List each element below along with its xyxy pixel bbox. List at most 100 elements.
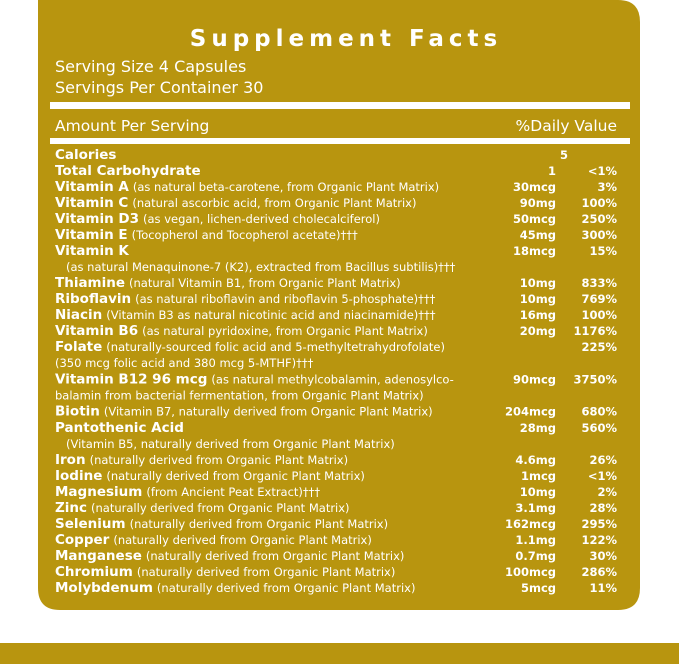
nutrient-name: Vitamin C — [55, 195, 128, 211]
nutrient-name: Total Carbohydrate — [55, 163, 201, 179]
nutrient-name: Niacin — [55, 307, 102, 323]
amount: 90mg — [520, 196, 556, 210]
daily-value: 122% — [581, 533, 617, 547]
nutrient-row: Vitamin D3 (as vegan, lichen-derived chol… — [55, 211, 380, 227]
nutrient-name: Molybdenum — [55, 580, 153, 596]
nutrient-row: Iron (naturally derived from Organic Plan… — [55, 452, 348, 468]
nutrient-name: Iodine — [55, 468, 102, 484]
amount: 10mg — [520, 276, 556, 290]
nutrient-row: Vitamin B12 96 mcg (as natural methylcoba… — [55, 372, 454, 388]
amount: 1mcg — [521, 469, 556, 483]
amount: 10mg — [520, 485, 556, 499]
daily-value: 2% — [597, 485, 617, 499]
daily-value: 11% — [589, 581, 617, 595]
nutrient-name: Pantothenic Acid — [55, 420, 184, 436]
nutrient-desc: (naturally derived from Organic Plant Ma… — [137, 565, 396, 579]
nutrient-name: Manganese — [55, 548, 142, 564]
nutrient-row: Copper (naturally derived from Organic Pl… — [55, 532, 372, 548]
daily-value: 15% — [589, 244, 617, 258]
nutrient-name: Iron — [55, 452, 86, 468]
nutrient-name: Chromium — [55, 564, 133, 580]
amount: 0.7mg — [515, 549, 556, 563]
daily-value: <1% — [588, 164, 618, 178]
nutrient-desc: (naturally derived from Organic Plant Ma… — [91, 501, 350, 515]
daily-value: 3% — [597, 180, 617, 194]
nutrient-desc: (Vitamin B7, naturally derived from Orga… — [104, 405, 433, 419]
divider — [50, 138, 630, 144]
nutrient-row: Vitamin A (as natural beta-carotene, from… — [55, 179, 439, 195]
nutrient-desc: (as natural beta-carotene, from Organic … — [133, 180, 439, 194]
nutrient-desc-cont: (as natural Menaquinone-7 (K2), extracte… — [66, 260, 456, 274]
nutrient-desc: (as vegan, lichen-derived cholecalcifero… — [143, 212, 380, 226]
amount: 204mcg — [505, 405, 556, 419]
nutrient-desc: (naturally derived from Organic Plant Ma… — [113, 533, 372, 547]
nutrient-row: Riboflavin (as natural riboflavin and rib… — [55, 291, 436, 307]
amount: 100mcg — [505, 565, 556, 579]
daily-value: 1176% — [573, 324, 617, 338]
amount: 3.1mg — [515, 501, 556, 515]
nutrient-name: Vitamin D3 — [55, 211, 139, 227]
amount: 1 — [548, 164, 556, 178]
nutrient-desc: (as natural riboflavin and riboflavin 5-… — [135, 292, 436, 306]
daily-value: 28% — [589, 501, 617, 515]
nutrient-name: Vitamin K — [55, 243, 129, 259]
nutrient-name: Vitamin B12 96 mcg — [55, 372, 207, 388]
daily-value: 286% — [581, 565, 617, 579]
nutrient-row: Magnesium (from Ancient Peat Extract)††† — [55, 484, 320, 500]
nutrient-row: Thiamine (natural Vitamin B1, from Organi… — [55, 275, 401, 291]
daily-value: 560% — [581, 421, 617, 435]
servings-per-container: Servings Per Container 30 — [55, 78, 263, 97]
nutrient-desc: (natural ascorbic acid, from Organic Pla… — [132, 196, 416, 210]
amount: 16mg — [520, 308, 556, 322]
nutrient-desc: (naturally derived from Organic Plant Ma… — [146, 549, 405, 563]
daily-value: 100% — [581, 308, 617, 322]
serving-size: Serving Size 4 Capsules — [55, 57, 246, 76]
nutrient-desc-cont: balamin from bacterial fermentation, fro… — [55, 389, 424, 403]
nutrient-desc: (from Ancient Peat Extract)††† — [146, 485, 320, 499]
nutrient-row: Vitamin K — [55, 243, 129, 259]
nutrient-name: Zinc — [55, 500, 87, 516]
nutrient-row: Manganese (naturally derived from Organic… — [55, 548, 404, 564]
daily-value: 30% — [589, 549, 617, 563]
daily-value: 100% — [581, 196, 617, 210]
nutrient-desc: (as natural pyridoxine, from Organic Pla… — [142, 324, 428, 338]
nutrient-name: Folate — [55, 339, 102, 355]
nutrient-desc: (as natural methylcobalamin, adenosylco- — [211, 373, 453, 387]
nutrient-desc: (Vitamin B3 as natural nicotinic acid an… — [106, 308, 435, 322]
amount-header: Amount Per Serving — [55, 117, 209, 135]
nutrient-row: Pantothenic Acid — [55, 420, 184, 436]
panel — [38, 0, 640, 610]
nutrient-desc: (natural Vitamin B1, from Organic Plant … — [129, 276, 401, 290]
amount: 162mcg — [505, 517, 556, 531]
amount: 20mg — [520, 324, 556, 338]
amount: 50mcg — [513, 212, 556, 226]
amount: 28mg — [520, 421, 556, 435]
nutrient-row: Total Carbohydrate — [55, 163, 201, 179]
amount: 10mg — [520, 292, 556, 306]
nutrient-name: Vitamin A — [55, 179, 129, 195]
bottom-band — [0, 643, 679, 664]
title: Supplement Facts — [190, 26, 503, 52]
amount: 18mcg — [513, 244, 556, 258]
amount: 5mcg — [521, 581, 556, 595]
nutrient-name: Biotin — [55, 404, 100, 420]
amount: 5 — [560, 148, 568, 162]
nutrient-name: Riboflavin — [55, 291, 131, 307]
nutrient-desc: (naturally derived from Organic Plant Ma… — [130, 517, 389, 531]
daily-value: 680% — [581, 405, 617, 419]
nutrient-name: Copper — [55, 532, 110, 548]
nutrient-name: Vitamin E — [55, 227, 128, 243]
nutrient-desc: (naturally derived from Organic Plant Ma… — [90, 453, 349, 467]
nutrient-row: Biotin (Vitamin B7, naturally derived fro… — [55, 404, 433, 420]
divider-thick — [50, 102, 630, 109]
nutrient-name: Thiamine — [55, 275, 125, 291]
nutrient-name: Selenium — [55, 516, 126, 532]
daily-value: 833% — [581, 276, 617, 290]
nutrient-row: Chromium (naturally derived from Organic … — [55, 564, 395, 580]
nutrient-row: Calories — [55, 147, 116, 163]
nutrient-desc-cont: (Vitamin B5, naturally derived from Orga… — [66, 437, 395, 451]
amount: 30mcg — [513, 180, 556, 194]
daily-value: 300% — [581, 228, 617, 242]
nutrient-row: Vitamin C (natural ascorbic acid, from Or… — [55, 195, 416, 211]
